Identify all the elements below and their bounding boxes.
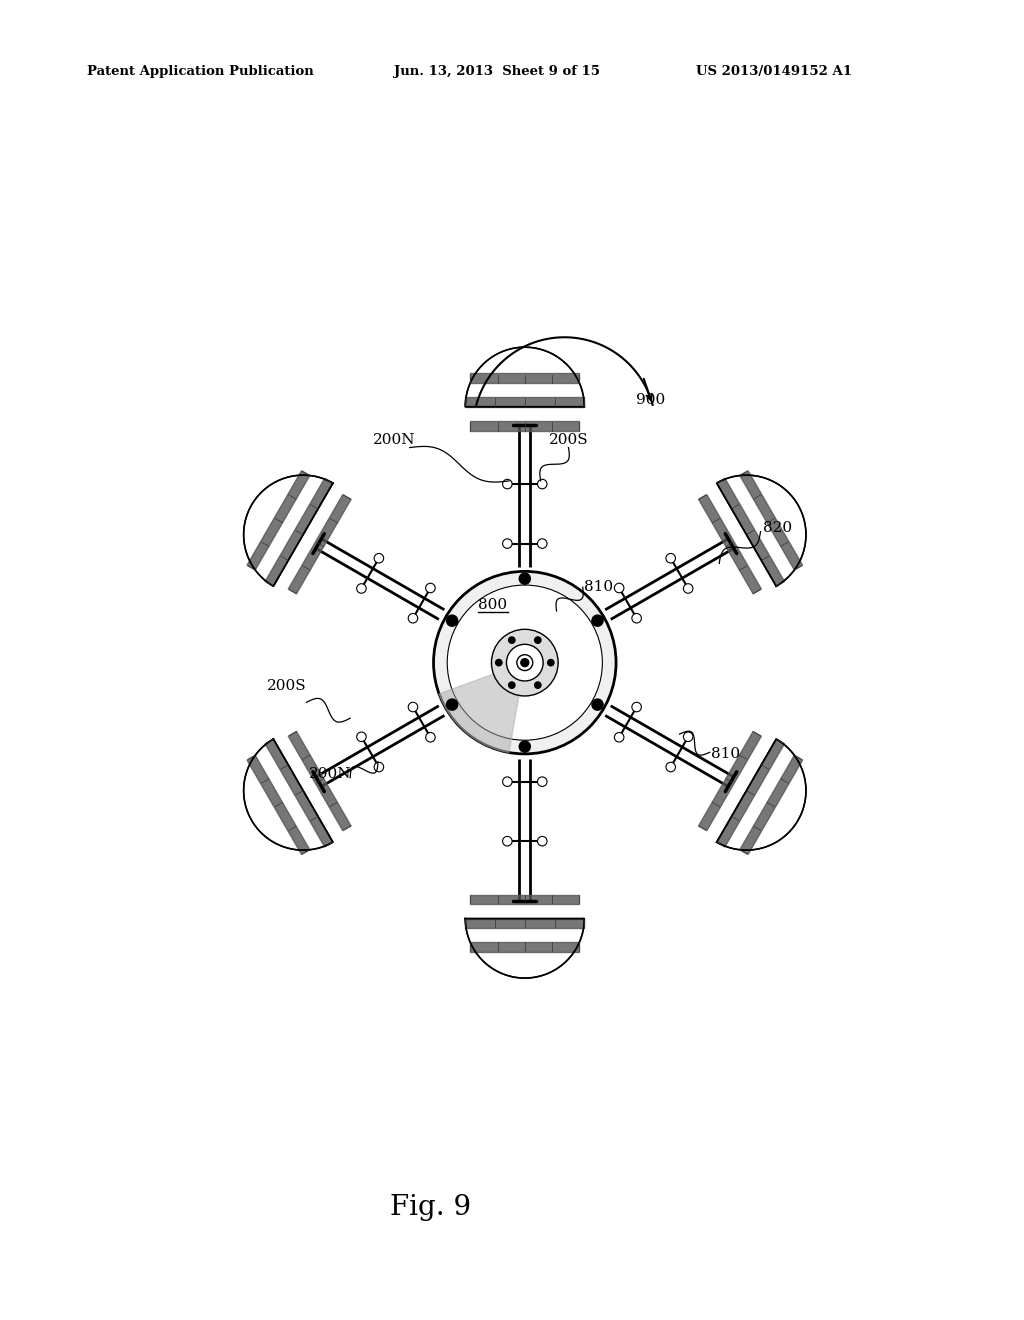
Circle shape bbox=[632, 702, 641, 711]
Circle shape bbox=[538, 837, 547, 846]
Circle shape bbox=[683, 733, 693, 742]
Circle shape bbox=[509, 638, 515, 643]
Circle shape bbox=[447, 585, 602, 741]
Circle shape bbox=[356, 583, 367, 593]
Circle shape bbox=[517, 655, 532, 671]
Circle shape bbox=[519, 573, 530, 585]
Polygon shape bbox=[465, 919, 585, 978]
Circle shape bbox=[548, 660, 554, 665]
Polygon shape bbox=[717, 739, 806, 850]
Circle shape bbox=[446, 615, 458, 626]
Circle shape bbox=[426, 733, 435, 742]
Polygon shape bbox=[470, 421, 580, 430]
Polygon shape bbox=[739, 755, 803, 854]
Circle shape bbox=[538, 777, 547, 787]
Circle shape bbox=[433, 572, 616, 754]
Circle shape bbox=[426, 583, 435, 593]
Polygon shape bbox=[465, 347, 585, 407]
Circle shape bbox=[460, 643, 469, 653]
Circle shape bbox=[503, 479, 512, 488]
Circle shape bbox=[538, 539, 547, 548]
Polygon shape bbox=[247, 755, 310, 854]
Circle shape bbox=[535, 638, 541, 643]
Text: Patent Application Publication: Patent Application Publication bbox=[87, 65, 313, 78]
Circle shape bbox=[496, 660, 502, 665]
Polygon shape bbox=[698, 731, 762, 830]
Circle shape bbox=[509, 682, 515, 688]
Text: 820: 820 bbox=[763, 520, 792, 535]
Polygon shape bbox=[288, 731, 351, 830]
Circle shape bbox=[592, 700, 603, 710]
Polygon shape bbox=[465, 919, 585, 928]
Text: US 2013/0149152 A1: US 2013/0149152 A1 bbox=[696, 65, 852, 78]
Circle shape bbox=[446, 700, 458, 710]
Polygon shape bbox=[244, 739, 333, 850]
Text: 200S: 200S bbox=[267, 680, 306, 693]
Polygon shape bbox=[470, 374, 580, 383]
Circle shape bbox=[666, 553, 676, 564]
Polygon shape bbox=[739, 471, 803, 570]
Polygon shape bbox=[265, 739, 333, 847]
Polygon shape bbox=[439, 663, 524, 752]
Polygon shape bbox=[265, 478, 333, 586]
Circle shape bbox=[507, 644, 543, 681]
Text: 200N: 200N bbox=[309, 767, 351, 780]
Circle shape bbox=[409, 702, 418, 711]
Circle shape bbox=[632, 614, 641, 623]
Circle shape bbox=[503, 539, 512, 548]
Circle shape bbox=[538, 717, 547, 727]
Circle shape bbox=[460, 672, 469, 682]
Circle shape bbox=[503, 598, 512, 609]
Text: 810: 810 bbox=[712, 747, 740, 760]
Circle shape bbox=[535, 682, 541, 688]
Polygon shape bbox=[717, 475, 806, 586]
Polygon shape bbox=[244, 475, 333, 586]
Text: Jun. 13, 2013  Sheet 9 of 15: Jun. 13, 2013 Sheet 9 of 15 bbox=[394, 65, 600, 78]
Circle shape bbox=[409, 614, 418, 623]
Polygon shape bbox=[470, 895, 580, 904]
Text: 200N: 200N bbox=[373, 433, 415, 447]
Circle shape bbox=[492, 630, 558, 696]
Polygon shape bbox=[465, 397, 585, 407]
Circle shape bbox=[614, 583, 624, 593]
Circle shape bbox=[683, 583, 693, 593]
Circle shape bbox=[519, 741, 530, 752]
Circle shape bbox=[374, 553, 384, 564]
Polygon shape bbox=[717, 478, 784, 586]
Text: 900: 900 bbox=[636, 393, 666, 407]
Circle shape bbox=[503, 717, 512, 727]
Polygon shape bbox=[247, 471, 310, 570]
Circle shape bbox=[477, 612, 486, 623]
Circle shape bbox=[614, 733, 624, 742]
Polygon shape bbox=[717, 739, 784, 847]
Circle shape bbox=[538, 598, 547, 609]
Text: Fig. 9: Fig. 9 bbox=[389, 1195, 471, 1221]
Circle shape bbox=[356, 733, 367, 742]
Circle shape bbox=[592, 615, 603, 626]
Polygon shape bbox=[288, 495, 351, 594]
Circle shape bbox=[581, 643, 590, 653]
Circle shape bbox=[521, 659, 528, 667]
Circle shape bbox=[538, 479, 547, 488]
Circle shape bbox=[666, 762, 676, 772]
Circle shape bbox=[374, 762, 384, 772]
Text: 200S: 200S bbox=[549, 433, 588, 447]
Text: 810: 810 bbox=[585, 581, 613, 594]
Circle shape bbox=[581, 672, 590, 682]
Circle shape bbox=[503, 837, 512, 846]
Circle shape bbox=[563, 702, 572, 713]
Circle shape bbox=[503, 777, 512, 787]
Text: 800: 800 bbox=[478, 598, 508, 612]
Polygon shape bbox=[470, 942, 580, 952]
Circle shape bbox=[477, 702, 486, 713]
Circle shape bbox=[563, 612, 572, 623]
Polygon shape bbox=[698, 495, 762, 594]
